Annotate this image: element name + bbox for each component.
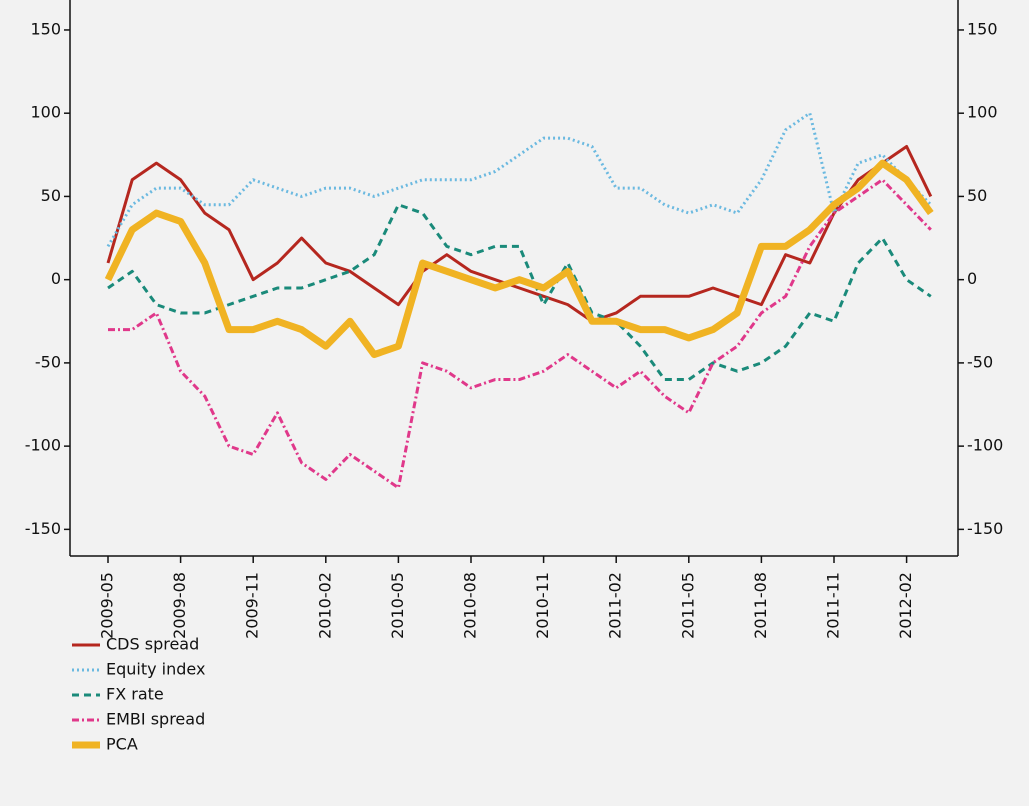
y2-tick-label: -50 [967,352,993,371]
legend-label: Equity index [106,660,205,679]
y2-tick-label: -150 [967,519,1003,538]
y2-tick-label: 150 [967,19,998,38]
x-tick-label: 2011-05 [678,572,697,639]
series-line [106,111,932,248]
y2-tick-label: 50 [967,186,987,205]
x-tick-label: 2012-02 [896,572,915,639]
series-line [104,159,934,359]
x-tick-label: 2009-11 [243,572,262,639]
x-tick-label: 2011-11 [824,572,843,639]
legend-label: PCA [106,735,138,754]
y2-tick-label: 0 [967,269,977,288]
legend-label: CDS spread [106,635,199,654]
y-tick-label: 100 [30,103,61,122]
x-tick-label: 2011-02 [606,572,625,639]
x-tick-label: 2011-08 [751,572,770,639]
x-tick-label: 2010-11 [533,572,552,639]
x-tick-label: 2010-08 [461,572,480,639]
y-tick-label: -100 [25,436,61,455]
series-line [108,178,932,490]
series-line [106,144,933,323]
y2-tick-label: 100 [967,103,998,122]
y-tick-label: 150 [30,19,61,38]
legend-label: EMBI spread [106,710,205,729]
y-tick-label: -150 [25,519,61,538]
y-tick-label: 50 [41,186,61,205]
y2-tick-label: -100 [967,436,1003,455]
x-tick-label: 2009-05 [98,572,117,639]
x-tick-label: 2009-08 [170,572,189,639]
y-tick-label: -50 [35,352,61,371]
legend-label: FX rate [106,685,164,704]
y-tick-label: 0 [51,269,61,288]
x-tick-label: 2010-05 [388,572,407,639]
series-line [107,203,932,382]
x-tick-label: 2010-02 [315,572,334,639]
